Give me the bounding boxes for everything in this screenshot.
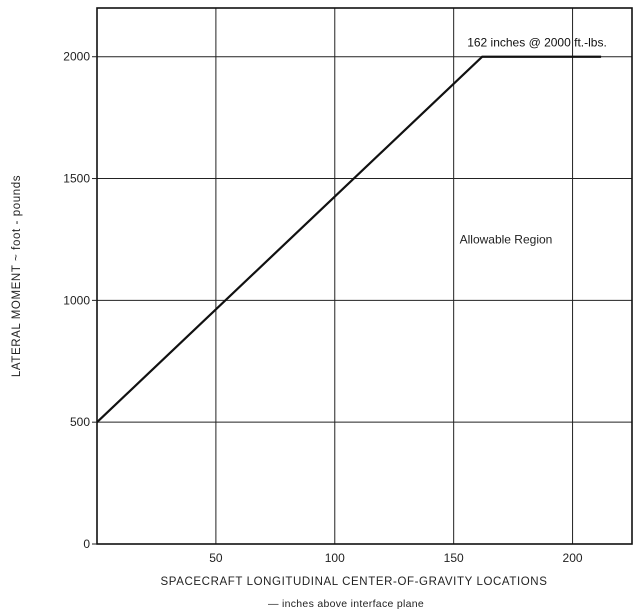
plot-frame bbox=[96, 7, 633, 545]
x-tick-label-200: 200 bbox=[563, 551, 583, 565]
x-axis-label: SPACECRAFT LONGITUDINAL CENTER-OF-GRAVIT… bbox=[161, 576, 548, 588]
series-line-allowable-boundary bbox=[96, 55, 602, 423]
y-tick-label-1500: 1500 bbox=[63, 172, 90, 186]
y-tick-label-1000: 1000 bbox=[63, 293, 90, 307]
y-tick-label-500: 500 bbox=[70, 415, 90, 429]
y-tick-label-0: 0 bbox=[83, 537, 90, 551]
annotation-peak-label: 162 inches @ 2000 ft.-lbs. bbox=[467, 36, 607, 50]
annotation-allowable-region: Allowable Region bbox=[460, 232, 553, 246]
y-tick-label-2000: 2000 bbox=[63, 50, 90, 64]
x-tick-label-150: 150 bbox=[444, 551, 464, 565]
x-tick-label-50: 50 bbox=[209, 551, 223, 565]
x-tick-label-100: 100 bbox=[325, 551, 345, 565]
y-axis-label: LATERAL MOMENT ~ foot - pounds bbox=[11, 175, 23, 377]
x-axis-sublabel: — inches above interface plane bbox=[268, 598, 424, 610]
grid-lines bbox=[97, 8, 632, 544]
